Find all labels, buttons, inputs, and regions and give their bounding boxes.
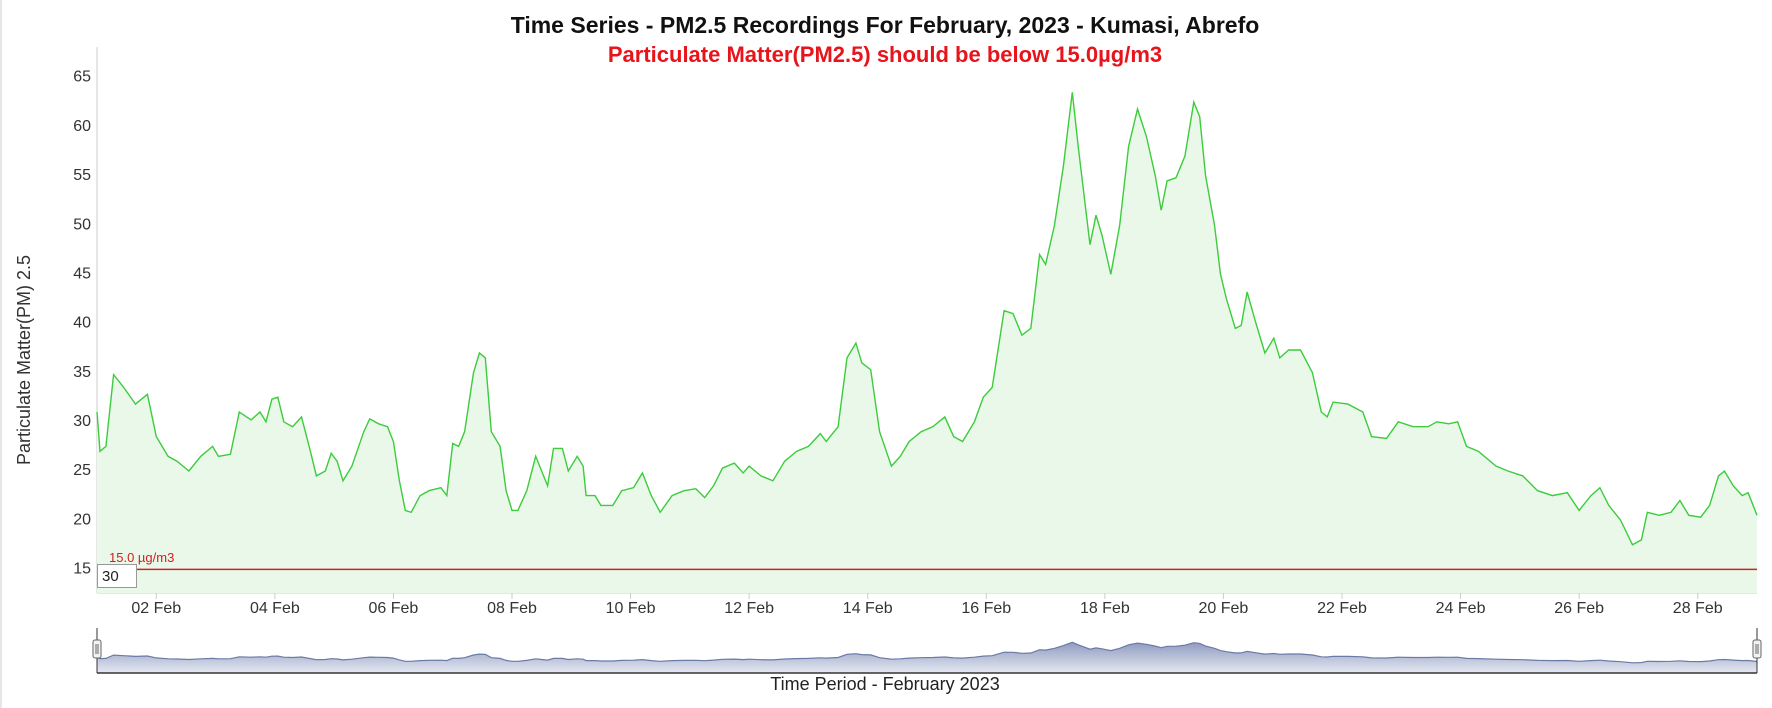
y-tick-label: 35: [73, 364, 91, 381]
y-tick-label: 30: [73, 413, 91, 430]
y-tick-label: 20: [73, 511, 91, 528]
y-tick-label: 50: [73, 216, 91, 233]
y-axis-title: Particulate Matter(PM) 2.5: [14, 255, 34, 465]
series-line: [96, 92, 1758, 546]
x-tick-label: 04 Feb: [250, 600, 300, 617]
area-fill: [97, 92, 1757, 594]
y-tick-label: 55: [73, 167, 91, 184]
range-input[interactable]: 30: [97, 564, 137, 588]
x-tick-label: 08 Feb: [487, 600, 537, 617]
x-tick-label: 16 Feb: [961, 600, 1011, 617]
y-tick-label: 15: [73, 561, 91, 578]
x-tick-label: 22 Feb: [1317, 600, 1367, 617]
x-tick-label: 28 Feb: [1673, 600, 1723, 617]
threshold-label: 15.0 µg/m3: [109, 550, 174, 565]
x-tick-label: 14 Feb: [843, 600, 893, 617]
y-tick-label: 40: [73, 315, 91, 332]
chart-title: Time Series - PM2.5 Recordings For Febru…: [511, 12, 1260, 38]
navigator-handle[interactable]: [1752, 639, 1762, 659]
y-tick-label: 45: [73, 265, 91, 282]
x-tick-label: 12 Feb: [724, 600, 774, 617]
x-axis-title: Time Period - February 2023: [770, 674, 999, 694]
y-tick-label: 60: [73, 118, 91, 135]
x-tick-label: 18 Feb: [1080, 600, 1130, 617]
x-tick-label: 06 Feb: [369, 600, 419, 617]
x-tick-label: 20 Feb: [1199, 600, 1249, 617]
x-tick-label: 26 Feb: [1554, 600, 1604, 617]
navigator-handle[interactable]: [92, 639, 102, 659]
navigator-line: [96, 641, 1758, 664]
x-tick-label: 10 Feb: [606, 600, 656, 617]
y-tick-label: 25: [73, 462, 91, 479]
y-tick-label: 65: [73, 69, 91, 86]
chart-subtitle: Particulate Matter(PM2.5) should be belo…: [608, 42, 1162, 67]
x-tick-label: 02 Feb: [131, 600, 181, 617]
x-tick-label: 24 Feb: [1436, 600, 1486, 617]
